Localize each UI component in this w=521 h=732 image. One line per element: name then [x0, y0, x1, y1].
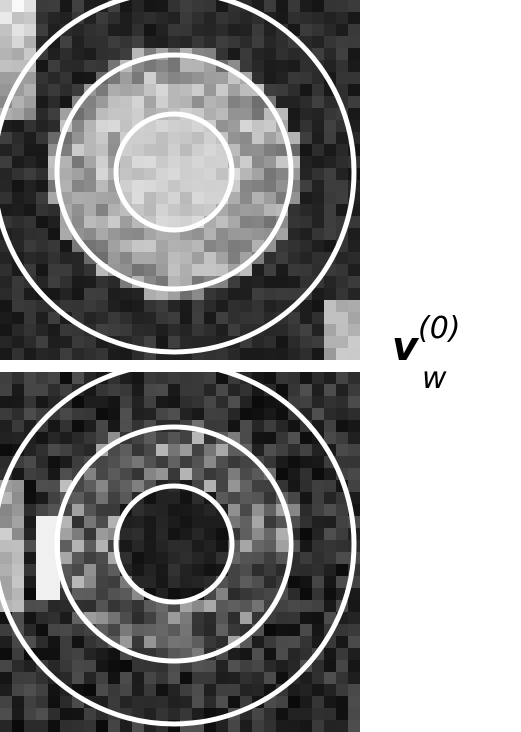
bottom-mri-image [0, 372, 360, 732]
outer-ring [0, 372, 357, 727]
bottom-image-panel [0, 372, 360, 732]
inner-ring [113, 111, 235, 233]
top-image-panel [0, 0, 360, 360]
inner-ring [113, 483, 235, 605]
label-superscript: (0) [418, 311, 461, 346]
outer-ring [0, 0, 357, 355]
label-symbol: v [392, 324, 419, 370]
equation-label: v (0) w [392, 312, 502, 402]
middle-ring [54, 424, 294, 664]
label-subscript: w [422, 361, 447, 396]
middle-ring [54, 52, 294, 292]
top-mri-image [0, 0, 360, 360]
